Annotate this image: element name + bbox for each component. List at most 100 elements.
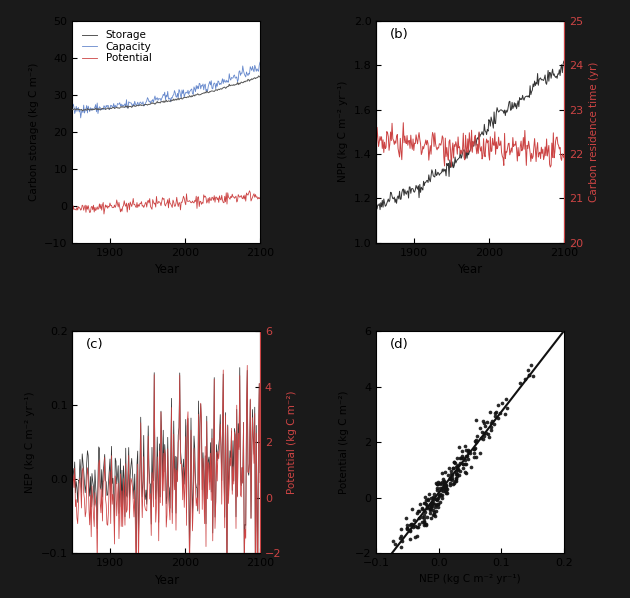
- Point: [449, 463, 459, 473]
- Point: [406, 519, 416, 529]
- Potential: [210, 192, 218, 199]
- Point: [469, 452, 479, 462]
- Point: [433, 493, 443, 503]
- Point: [438, 481, 449, 491]
- Point: [491, 407, 501, 417]
- Point: [436, 479, 446, 489]
- Point: [405, 526, 415, 535]
- Capacity: [183, 89, 190, 96]
- Point: [410, 532, 420, 542]
- Point: [461, 459, 471, 469]
- Point: [462, 451, 472, 460]
- Point: [449, 478, 459, 488]
- Point: [431, 507, 441, 516]
- Point: [369, 556, 379, 565]
- Point: [524, 370, 534, 380]
- Point: [419, 516, 429, 526]
- Point: [437, 477, 447, 487]
- Point: [392, 557, 402, 567]
- Point: [421, 520, 431, 530]
- Point: [450, 476, 460, 486]
- Storage: [143, 101, 151, 108]
- Point: [434, 491, 444, 501]
- Capacity: [155, 95, 163, 102]
- Point: [471, 431, 481, 441]
- Point: [495, 408, 505, 418]
- Point: [454, 442, 464, 451]
- Point: [429, 509, 439, 518]
- Point: [430, 489, 440, 499]
- Point: [486, 423, 496, 432]
- Point: [442, 488, 452, 498]
- Point: [419, 513, 429, 523]
- Point: [369, 575, 379, 585]
- Point: [430, 507, 440, 517]
- Point: [445, 466, 455, 476]
- Point: [410, 521, 420, 531]
- Point: [440, 478, 450, 488]
- Text: (c): (c): [86, 338, 103, 351]
- Point: [441, 483, 451, 493]
- Point: [433, 477, 443, 487]
- Point: [426, 503, 436, 512]
- Potential: [256, 194, 264, 201]
- Point: [434, 490, 444, 500]
- Point: [452, 461, 462, 471]
- Point: [486, 418, 496, 428]
- Point: [412, 522, 422, 532]
- Point: [407, 519, 417, 529]
- Storage: [256, 74, 264, 81]
- Potential: [183, 190, 190, 197]
- Potential: [155, 198, 163, 205]
- Point: [437, 493, 447, 502]
- Point: [436, 490, 446, 500]
- Capacity: [77, 114, 84, 121]
- Point: [422, 503, 432, 512]
- Point: [350, 582, 360, 591]
- Point: [395, 533, 405, 543]
- Point: [458, 453, 468, 463]
- Point: [441, 481, 451, 490]
- Capacity: [69, 103, 76, 111]
- Potential: [180, 195, 188, 202]
- Point: [471, 452, 481, 462]
- Point: [432, 500, 442, 509]
- Point: [447, 480, 457, 489]
- Point: [440, 482, 450, 492]
- Point: [414, 514, 424, 523]
- Point: [438, 474, 448, 483]
- Y-axis label: Potential (kg C m⁻²): Potential (kg C m⁻²): [287, 390, 297, 494]
- Point: [407, 504, 417, 514]
- Point: [440, 478, 450, 487]
- Point: [396, 542, 406, 551]
- X-axis label: Year: Year: [154, 263, 179, 276]
- Point: [463, 448, 473, 457]
- Line: Storage: Storage: [72, 76, 260, 111]
- Point: [439, 478, 449, 487]
- Point: [456, 453, 466, 463]
- Point: [437, 485, 447, 495]
- X-axis label: Year: Year: [154, 573, 179, 587]
- X-axis label: NEP (kg C m⁻² yr⁻¹): NEP (kg C m⁻² yr⁻¹): [419, 573, 521, 584]
- Point: [457, 446, 467, 456]
- Point: [427, 499, 437, 508]
- Point: [477, 427, 487, 437]
- Point: [455, 453, 465, 462]
- Point: [470, 436, 480, 446]
- Point: [430, 495, 440, 504]
- Point: [425, 490, 435, 499]
- Point: [461, 445, 471, 454]
- Point: [438, 486, 448, 495]
- Point: [416, 504, 427, 514]
- Point: [388, 536, 398, 545]
- Point: [464, 446, 474, 456]
- Storage: [196, 91, 203, 98]
- Point: [493, 401, 503, 410]
- Text: (d): (d): [389, 338, 408, 351]
- Potential: [143, 203, 151, 210]
- Point: [479, 419, 489, 428]
- Point: [415, 499, 425, 509]
- Point: [455, 459, 465, 468]
- Storage: [78, 107, 86, 114]
- Point: [475, 448, 485, 458]
